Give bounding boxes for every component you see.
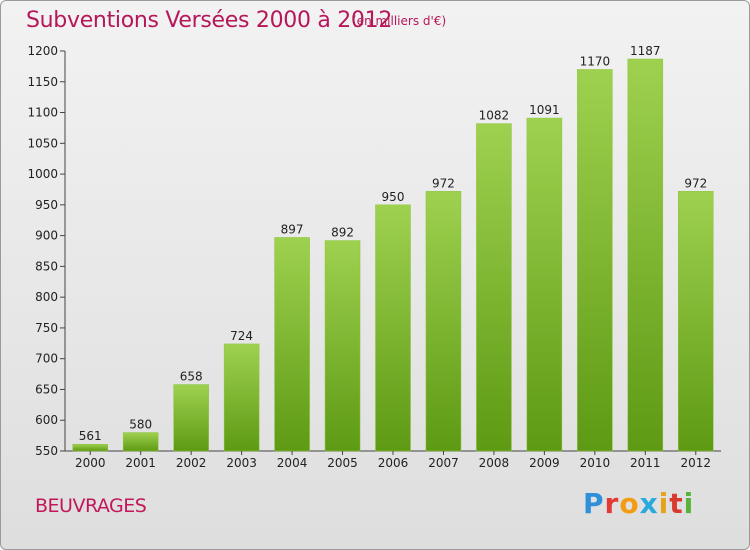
x-tick-label: 2011 <box>630 456 661 470</box>
chart-unit: (en milliers d'€) <box>352 14 447 28</box>
y-tick-label: 1000 <box>27 167 58 181</box>
logo-letter: x <box>639 487 659 520</box>
x-tick-label: 2010 <box>580 456 611 470</box>
x-tick-label: 2008 <box>479 456 510 470</box>
y-tick-label: 550 <box>35 444 58 458</box>
logo-letter: t <box>669 487 684 520</box>
x-tick-label: 2012 <box>680 456 711 470</box>
bar <box>223 343 260 452</box>
logo-letter: r <box>604 487 620 520</box>
bar <box>678 191 714 452</box>
y-tick-label: 600 <box>35 413 58 427</box>
logo-letter: i <box>658 487 670 520</box>
x-tick-label: 2002 <box>176 456 207 470</box>
logo-letter: P <box>583 487 605 520</box>
bar <box>274 237 310 452</box>
x-tick-label: 2009 <box>529 456 560 470</box>
x-tick-label: 2000 <box>75 456 106 470</box>
bar <box>173 384 209 452</box>
x-tick-label: 2001 <box>125 456 156 470</box>
bar <box>72 443 108 452</box>
bar-value-label: 724 <box>230 329 253 343</box>
bar <box>324 240 361 452</box>
bar-value-label: 561 <box>79 429 102 443</box>
bar-value-label: 1187 <box>630 44 661 58</box>
bar <box>526 117 563 452</box>
y-tick-label: 1200 <box>27 44 58 58</box>
y-tick-label: 1150 <box>27 75 58 89</box>
x-tick-label: 2005 <box>327 456 358 470</box>
bar <box>577 69 613 452</box>
x-tick-label: 2007 <box>428 456 459 470</box>
bar-value-label: 972 <box>432 176 455 190</box>
bar <box>627 58 664 452</box>
y-tick-label: 750 <box>35 321 58 335</box>
x-tick-label: 2003 <box>226 456 257 470</box>
bar <box>122 432 159 452</box>
bar <box>375 204 411 452</box>
bar-value-label: 1082 <box>479 109 510 123</box>
x-tick-label: 2004 <box>277 456 308 470</box>
y-tick-label: 700 <box>35 352 58 366</box>
y-tick-label: 1050 <box>27 136 58 150</box>
place-name: BEUVRAGES <box>35 495 147 517</box>
bar-value-label: 1170 <box>580 54 611 68</box>
bar-value-label: 658 <box>180 370 203 384</box>
y-tick-label: 800 <box>35 290 58 304</box>
proxiti-logo: Proxiti <box>583 487 694 520</box>
logo-letter: i <box>683 487 695 520</box>
y-tick-label: 950 <box>35 198 58 212</box>
bar-value-label: 892 <box>331 226 354 240</box>
bar-value-label: 897 <box>281 222 304 236</box>
chart-title: Subventions Versées 2000 à 2012 <box>26 8 393 33</box>
bar-value-label: 950 <box>382 190 405 204</box>
y-tick-label: 900 <box>35 229 58 243</box>
y-tick-label: 650 <box>35 382 58 396</box>
bar-value-label: 580 <box>129 418 152 432</box>
bar-value-label: 972 <box>684 176 707 190</box>
y-tick-label: 850 <box>35 259 58 273</box>
x-tick-label: 2006 <box>378 456 409 470</box>
bar <box>476 123 512 452</box>
bar-value-label: 1091 <box>529 103 560 117</box>
bar <box>425 191 462 452</box>
logo-letter: o <box>619 487 640 520</box>
y-tick-label: 1100 <box>27 106 58 120</box>
